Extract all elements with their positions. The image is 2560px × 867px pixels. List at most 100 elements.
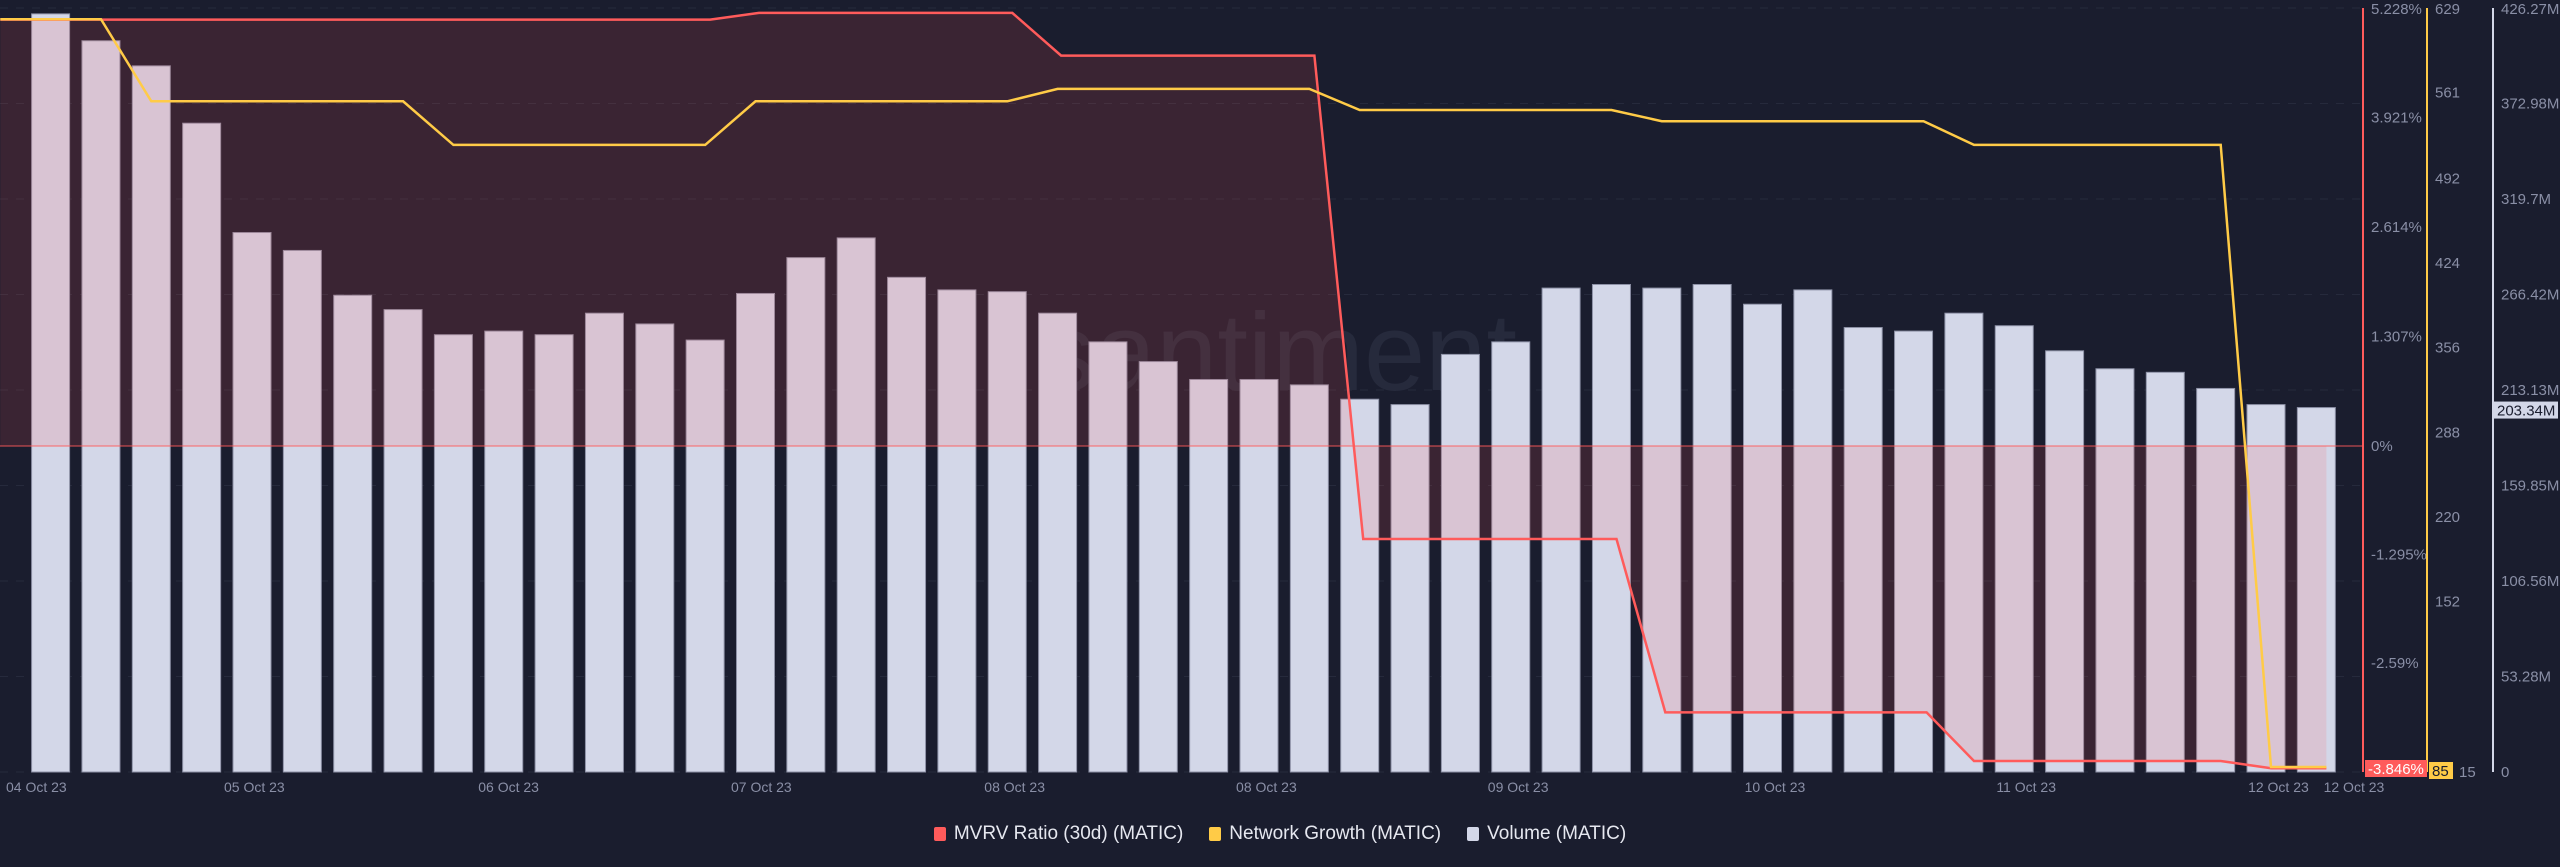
volume-bar [1843, 327, 1883, 773]
volume-bar [635, 323, 675, 773]
network-growth-line [0, 17, 2327, 769]
x-axis-tick: 11 Oct 23 [1996, 779, 2056, 795]
volume-bar [2095, 368, 2135, 773]
legend-item-volume[interactable]: Volume (MATIC) [1467, 823, 1626, 845]
legend-label-volume: Volume (MATIC) [1487, 823, 1627, 844]
volume-bar [433, 334, 473, 773]
x-axis-tick: 07 Oct 23 [731, 779, 792, 795]
volume-bar [1894, 330, 1934, 773]
legend-label-mvrv: MVRV Ratio (30d) (MATIC) [953, 823, 1184, 844]
volume-axis-tick: 266.42M [2501, 286, 2559, 303]
x-axis-tick: 05 Oct 23 [224, 779, 285, 795]
volume-bar [1541, 287, 1581, 773]
network-growth-axis-tick: 492 [2435, 170, 2460, 187]
x-axis: 04 Oct 23 05 Oct 23 06 Oct 23 07 Oct 23 08 O… [6, 779, 2385, 795]
legend-swatch-mvrv [933, 827, 946, 841]
volume-bar [484, 330, 524, 773]
network-growth-axis-tick: 356 [2435, 340, 2460, 357]
volume-axis-tick: 372.98M [2501, 96, 2559, 113]
x-axis-tick: 10 Oct 23 [1745, 779, 1806, 795]
volume-bar [534, 334, 574, 773]
volume-bar [1793, 289, 1833, 773]
volume-bar [1038, 312, 1078, 773]
volume-bar [2045, 350, 2085, 773]
legend-swatch-volume [1467, 827, 1480, 841]
network-growth-axis-tick: 152 [2435, 594, 2460, 611]
mvrv-axis-tick: 3.921% [2371, 110, 2422, 127]
mvrv-axis-tick: 1.307% [2371, 329, 2422, 346]
x-axis-tick: 08 Oct 23 [984, 779, 1045, 795]
network-growth-axis-tick: 288 [2435, 424, 2460, 441]
x-axis-tick: 04 Oct 23 [6, 779, 67, 795]
volume-bar [232, 232, 272, 773]
volume-bar [1088, 341, 1128, 773]
mvrv-current-value: -3.846% [2368, 761, 2424, 778]
volume-axis-tick: 426.27M [2501, 1, 2559, 18]
mvrv-line [0, 11, 2327, 770]
legend-item-mvrv[interactable]: MVRV Ratio (30d) (MATIC) [933, 823, 1184, 845]
mvrv-axis-tick: 2.614% [2371, 219, 2422, 236]
volume-bar [685, 339, 725, 773]
mvrv-area-fill [0, 12, 2327, 769]
volume-bar [2145, 371, 2185, 773]
x-axis-tick: 09 Oct 23 [1488, 779, 1549, 795]
mvrv-current-value-bg [2365, 760, 2427, 777]
volume-bar [383, 309, 423, 773]
volume-bar [836, 237, 876, 773]
network-growth-axis-tick: 220 [2435, 509, 2460, 526]
volume-axis-tick: 53.28M [2501, 669, 2551, 686]
network-growth-axis-tick: 15 [2459, 764, 2476, 781]
volume-axis-tick: 319.7M [2501, 191, 2551, 208]
volume-axis-tick: 106.56M [2501, 573, 2559, 590]
volume-bar [1189, 378, 1229, 773]
volume-bar [736, 292, 775, 773]
volume-bar [1491, 341, 1531, 773]
volume-bar [282, 249, 322, 773]
volume-bar [1591, 283, 1631, 773]
volume-bar [1289, 384, 1329, 773]
x-axis-tick: 06 Oct 23 [478, 779, 539, 795]
volume-bar [2196, 387, 2236, 773]
x-axis-tick: 12 Oct 23 [2248, 779, 2309, 795]
volume-bar [1994, 325, 2034, 773]
mvrv-axis-tick: 5.228% [2371, 1, 2422, 18]
y-axes: 5.228% 3.921% 2.614% 1.307% 0% -1.295% -2.59% 6… [2362, 1, 2559, 781]
volume-bar [1138, 361, 1178, 773]
x-axis-tick: 12 Oct 23 [2324, 779, 2385, 795]
volume-axis-tick: 213.13M [2501, 382, 2559, 399]
network-growth-axis-tick: 629 [2435, 1, 2460, 18]
volume-bar [1642, 287, 1682, 773]
volume-bar [131, 65, 171, 773]
volume-bar [1692, 283, 1732, 773]
network-growth-current-value: 85 [2432, 763, 2449, 780]
volume-bar [333, 294, 373, 773]
volume-bar [31, 13, 71, 773]
volume-bar [887, 276, 927, 773]
volume-bar [2296, 407, 2336, 773]
volume-bar [786, 257, 826, 773]
legend-label-network-growth: Network Growth (MATIC) [1229, 823, 1442, 844]
volume-bar [1743, 303, 1782, 773]
volume-bar [1944, 312, 1984, 773]
volume-bar [1340, 398, 1380, 773]
mvrv-axis-tick: 0% [2371, 438, 2393, 455]
volume-bar [584, 312, 624, 773]
network-growth-axis-tick: 424 [2435, 255, 2460, 272]
chart-canvas[interactable]: santiment 5.228%3.921%2.614%1.307%0%-1.2… [0, 0, 2560, 800]
volume-bar [987, 291, 1027, 773]
volume-bar [81, 40, 121, 773]
volume-bar [1440, 353, 1480, 773]
volume-axis-tick: 0 [2501, 764, 2509, 781]
network-growth-axis-tick: 561 [2435, 85, 2460, 102]
volume-bar [1239, 378, 1279, 773]
legend-item-network-growth[interactable]: Network Growth (MATIC) [1209, 823, 1441, 845]
network-growth-current-value-bg [2429, 762, 2453, 779]
mvrv-axis-tick: -2.59% [2371, 655, 2419, 672]
volume-bar [937, 289, 977, 773]
volume-current-value-bg [2494, 401, 2558, 419]
volume-axis-tick: 159.85M [2501, 478, 2559, 495]
chart-legend: MVRV Ratio (30d) (MATIC) Network Growth … [0, 823, 2560, 845]
legend-swatch-network-growth [1209, 827, 1222, 841]
volume-bars [31, 13, 2336, 773]
volume-bar [1390, 404, 1430, 773]
